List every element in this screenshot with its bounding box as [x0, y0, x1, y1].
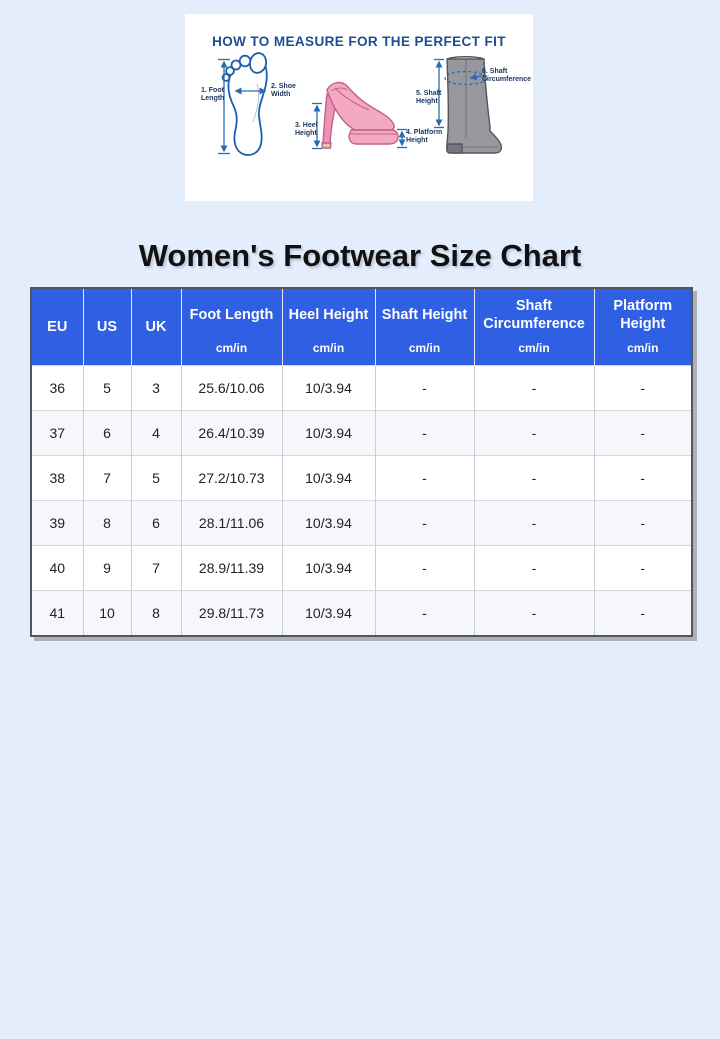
table-cell: 5	[130, 455, 181, 501]
shaft-height-label: 5. Shaft Height	[416, 90, 442, 106]
table-cell: -	[374, 545, 474, 591]
table-cell: 10/3.94	[281, 455, 375, 501]
table-cell: 10	[82, 590, 131, 636]
banner-title: HOW TO MEASURE FOR THE PERFECT FIT	[212, 34, 506, 49]
shaft-height-arrow	[434, 58, 444, 129]
table-cell: 28.9/11.39	[180, 545, 282, 591]
table-cell: 10/3.94	[281, 500, 375, 546]
table-cell: 7	[82, 455, 131, 501]
measure-diagram-illustration	[218, 52, 503, 156]
table-cell: -	[374, 455, 474, 501]
table-row: 39 8 6 28.1/11.06 10/3.94 - - -	[31, 500, 692, 546]
table-cell: 27.2/10.73	[180, 455, 282, 501]
table-cell: 40	[31, 545, 83, 591]
table-cell: 39	[31, 500, 83, 546]
table-cell: 10/3.94	[281, 410, 375, 456]
table-cell: -	[374, 410, 474, 456]
table-cell: 8	[130, 590, 181, 636]
table-cell: -	[593, 365, 692, 411]
table-cell: 4	[130, 410, 181, 456]
column-header-eu: EU	[31, 288, 83, 366]
table-cell: 28.1/11.06	[180, 500, 282, 546]
table-cell: 6	[82, 410, 131, 456]
table-cell: -	[374, 590, 474, 636]
table-cell: -	[593, 455, 692, 501]
table-cell: 29.8/11.73	[180, 590, 282, 636]
measure-guide-banner: HOW TO MEASURE FOR THE PERFECT FIT 1. Fo…	[185, 14, 533, 201]
column-header-uk: UK	[130, 288, 181, 366]
table-cell: -	[473, 500, 594, 546]
shoe-width-label: 2. Shoe Width	[271, 83, 296, 99]
table-row: 37 6 4 26.4/10.39 10/3.94 - - -	[31, 410, 692, 456]
table-cell: -	[593, 590, 692, 636]
table-cell: 7	[130, 545, 181, 591]
platform-height-arrow	[397, 128, 407, 149]
foot-length-arrow	[218, 58, 230, 155]
boot-drawing	[446, 56, 503, 154]
column-header-foot-length: Foot Length cm/in	[180, 288, 282, 366]
heel-shoe-drawing	[321, 81, 399, 149]
table-cell: -	[473, 365, 594, 411]
table-cell: 25.6/10.06	[180, 365, 282, 411]
table-row: 36 5 3 25.6/10.06 10/3.94 - - -	[31, 365, 692, 411]
column-header-shaft-circumference: Shaft Circumference cm/in	[473, 288, 594, 366]
table-cell: 10/3.94	[281, 545, 375, 591]
table-cell: -	[473, 590, 594, 636]
column-header-us: US	[82, 288, 131, 366]
heel-height-label: 3. Heel Height	[295, 122, 318, 138]
table-row: 41 10 8 29.8/11.73 10/3.94 - - -	[31, 590, 692, 636]
table-row: 38 7 5 27.2/10.73 10/3.94 - - -	[31, 455, 692, 501]
column-header-platform-height: Platform Height cm/in	[593, 288, 692, 366]
table-cell: -	[473, 545, 594, 591]
page-title: Women's Footwear Size Chart	[138, 238, 582, 273]
table-cell: 6	[130, 500, 181, 546]
table-cell: 10/3.94	[281, 590, 375, 636]
table-cell: -	[374, 365, 474, 411]
table-cell: -	[473, 455, 594, 501]
table-cell: 41	[31, 590, 83, 636]
header-row: EU US UK Foot Length cm/in Heel Height cm/…	[31, 288, 692, 366]
table-row: 40 9 7 28.9/11.39 10/3.94 - - -	[31, 545, 692, 591]
shaft-circumference-label: 6. Shaft Circumference	[482, 68, 532, 84]
shaft-circumference-arrow	[444, 70, 488, 86]
foot-outline-drawing	[221, 52, 268, 156]
table-cell: 38	[31, 455, 83, 501]
table-cell: 36	[31, 365, 83, 411]
column-header-shaft-height: Shaft Height cm/in	[374, 288, 474, 366]
table-cell: -	[374, 500, 474, 546]
table-cell: 3	[130, 365, 181, 411]
table-cell: 10/3.94	[281, 365, 375, 411]
table-cell: 37	[31, 410, 83, 456]
table-cell: -	[593, 410, 692, 456]
table-cell: -	[593, 500, 692, 546]
column-header-heel-height: Heel Height cm/in	[281, 288, 375, 366]
table-cell: 8	[82, 500, 131, 546]
table-cell: 5	[82, 365, 131, 411]
table-cell: 9	[82, 545, 131, 591]
table-cell: 26.4/10.39	[180, 410, 282, 456]
table-cell: -	[473, 410, 594, 456]
platform-height-label: 4. Platform Height	[406, 129, 443, 145]
foot-length-label: 1. Foot Length	[201, 87, 225, 103]
heel-height-arrow	[312, 102, 322, 150]
table-cell: -	[593, 545, 692, 591]
size-chart-table: EU US UK Foot Length cm/in Heel Height cm/…	[30, 287, 693, 637]
